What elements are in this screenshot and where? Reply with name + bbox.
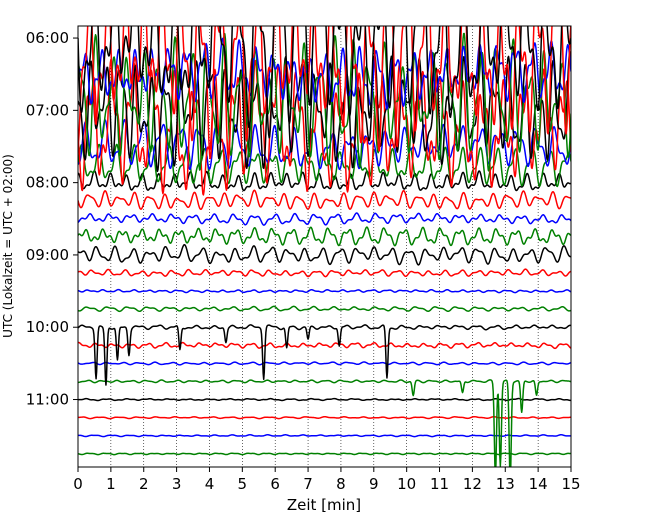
trace-0830 xyxy=(78,212,571,226)
x-tick-label: 12 xyxy=(463,475,482,493)
trace-1115 xyxy=(78,415,571,420)
x-tick-label: 3 xyxy=(172,475,182,493)
trace-0900 xyxy=(78,243,571,266)
trace-1145 xyxy=(78,452,571,456)
trace-1045 xyxy=(78,379,571,467)
x-tick-label: 7 xyxy=(303,475,313,493)
trace-1100 xyxy=(78,397,571,402)
y-tick-label: 11:00 xyxy=(26,391,69,409)
trace-0915 xyxy=(78,268,571,278)
x-tick-label: 0 xyxy=(73,475,83,493)
x-tick-label: 5 xyxy=(238,475,248,493)
x-tick-label: 11 xyxy=(430,475,449,493)
plot-frame xyxy=(77,25,572,468)
x-tick-label: 15 xyxy=(561,475,580,493)
x-tick-label: 8 xyxy=(336,475,346,493)
trace-0600 xyxy=(78,26,571,139)
x-tick-label: 13 xyxy=(496,475,515,493)
y-tick-label: 09:00 xyxy=(26,246,69,264)
trace-1015 xyxy=(78,341,571,350)
trace-group xyxy=(78,26,571,467)
x-tick-label: 10 xyxy=(397,475,416,493)
trace-0815 xyxy=(78,189,571,211)
x-tick-label: 1 xyxy=(106,475,116,493)
x-axis-label: Zeit [min] xyxy=(287,496,361,514)
y-tick-label: 08:00 xyxy=(26,174,69,192)
y-axis-label: UTC (Lokalzeit = UTC + 02:00) xyxy=(1,154,15,338)
x-tick-label: 2 xyxy=(139,475,149,493)
trace-0945 xyxy=(78,305,571,313)
trace-0845 xyxy=(78,226,571,247)
trace-0930 xyxy=(78,288,571,294)
trace-1000 xyxy=(78,324,571,386)
trace-0700 xyxy=(78,51,571,173)
trace-0615 xyxy=(78,26,571,160)
trace-1030 xyxy=(78,361,571,366)
x-tick-label: 14 xyxy=(529,475,548,493)
x-tick-label: 9 xyxy=(369,475,379,493)
y-tick-label: 06:00 xyxy=(26,29,69,47)
y-tick-label: 07:00 xyxy=(26,101,69,119)
y-tick-label: 10:00 xyxy=(26,318,69,336)
x-tick-label: 6 xyxy=(270,475,280,493)
x-axis-ticks: 0 1 2 3 4 5 6 7 8 9 10 11 12 13 14 15 xyxy=(73,467,581,493)
y-axis-ticks: 06:00 07:00 08:00 09:00 10:00 11:00 xyxy=(26,29,78,409)
x-tick-label: 4 xyxy=(205,475,215,493)
trace-1130 xyxy=(78,434,571,438)
